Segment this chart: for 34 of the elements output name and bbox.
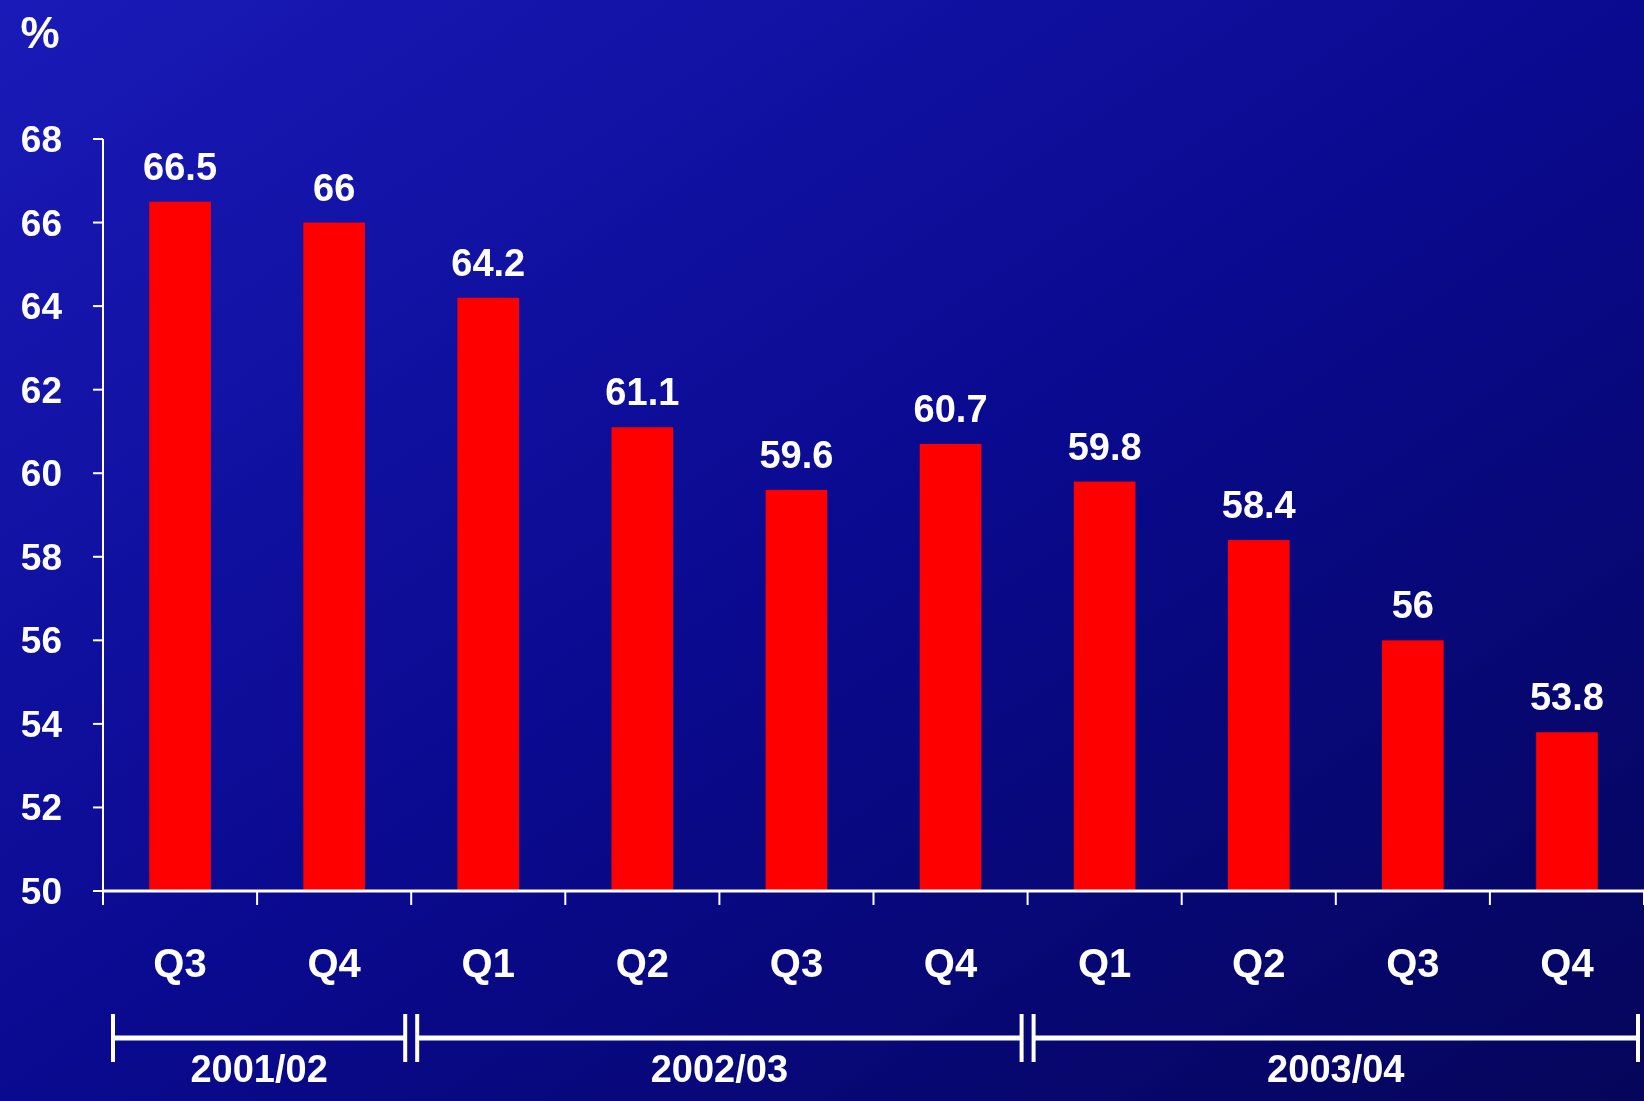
y-tick-label: 68 xyxy=(20,118,62,160)
data-label: 59.6 xyxy=(759,433,834,476)
y-tick-label: 62 xyxy=(20,369,62,411)
data-label: 64.2 xyxy=(451,241,526,284)
text: 2002/03 xyxy=(650,1048,789,1090)
x-tick-label: Q1 xyxy=(461,941,515,985)
data-label: 60.7 xyxy=(913,387,988,430)
data-label: 61.1 xyxy=(605,371,680,414)
data-label: 58.4 xyxy=(1221,484,1296,527)
data-label: 66.5 xyxy=(143,145,218,188)
x-tick-label: Q3 xyxy=(769,941,824,985)
x-tick-label: Q4 xyxy=(923,941,978,985)
x-tick-label: Q2 xyxy=(615,941,670,985)
x-tick-label: Q1 xyxy=(1077,941,1132,985)
data-label: 53.8 xyxy=(1529,676,1604,719)
data-label: 59.8 xyxy=(1067,425,1142,468)
y-tick-label: 58 xyxy=(20,536,62,578)
y-tick-label: 52 xyxy=(20,787,62,829)
y-tick-label: 54 xyxy=(20,703,63,745)
x-tick-label: Q4 xyxy=(1540,941,1595,985)
y-tick-label: 66 xyxy=(20,202,62,244)
y-axis-title: % xyxy=(20,8,60,57)
y-tick-label: 56 xyxy=(20,620,62,662)
data-label: 56 xyxy=(1391,584,1434,627)
y-tick-label: 64 xyxy=(20,286,63,328)
text: 2001/02 xyxy=(190,1048,328,1090)
data-label: 66 xyxy=(313,166,356,209)
x-tick-label: Q4 xyxy=(307,941,362,985)
y-tick-label: 60 xyxy=(20,453,62,495)
x-tick-label: Q2 xyxy=(1232,941,1286,985)
y-tick-label: 50 xyxy=(20,870,62,912)
x-tick-label: Q3 xyxy=(153,941,207,985)
x-tick-label: Q3 xyxy=(1386,941,1440,985)
text: 2003/04 xyxy=(1267,1048,1405,1090)
